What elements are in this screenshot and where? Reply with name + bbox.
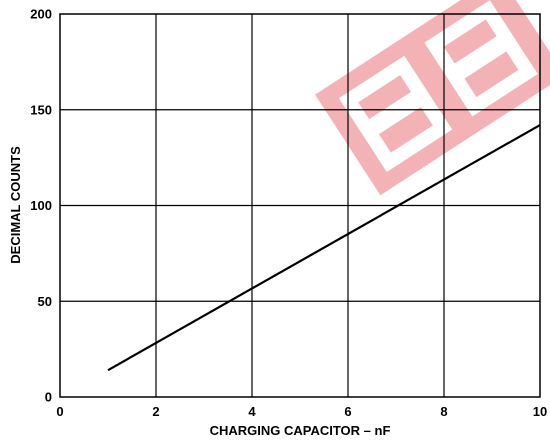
x-tick-labels: 0 2 4 6 8 10 <box>56 404 547 419</box>
grid <box>60 14 540 397</box>
series <box>107 124 541 372</box>
x-tick-label: 10 <box>533 404 547 419</box>
watermark-logo <box>315 0 550 196</box>
y-tick-label: 50 <box>38 294 52 309</box>
y-tick-label: 150 <box>30 102 52 117</box>
y-tick-label: 100 <box>30 198 52 213</box>
series-line <box>107 124 541 372</box>
x-axis-title: CHARGING CAPACITOR – nF <box>210 423 391 438</box>
x-tick-label: 4 <box>248 404 256 419</box>
y-tick-label: 200 <box>30 7 52 22</box>
x-tick-label: 0 <box>56 404 63 419</box>
y-tick-label: 0 <box>45 390 52 405</box>
x-tick-label: 6 <box>344 404 351 419</box>
y-tick-labels: 0 50 100 150 200 <box>30 7 52 405</box>
y-axis-title: DECIMAL COUNTS <box>8 146 23 264</box>
x-tick-label: 8 <box>440 404 447 419</box>
x-tick-label: 2 <box>152 404 159 419</box>
plot-frame <box>59 13 541 398</box>
